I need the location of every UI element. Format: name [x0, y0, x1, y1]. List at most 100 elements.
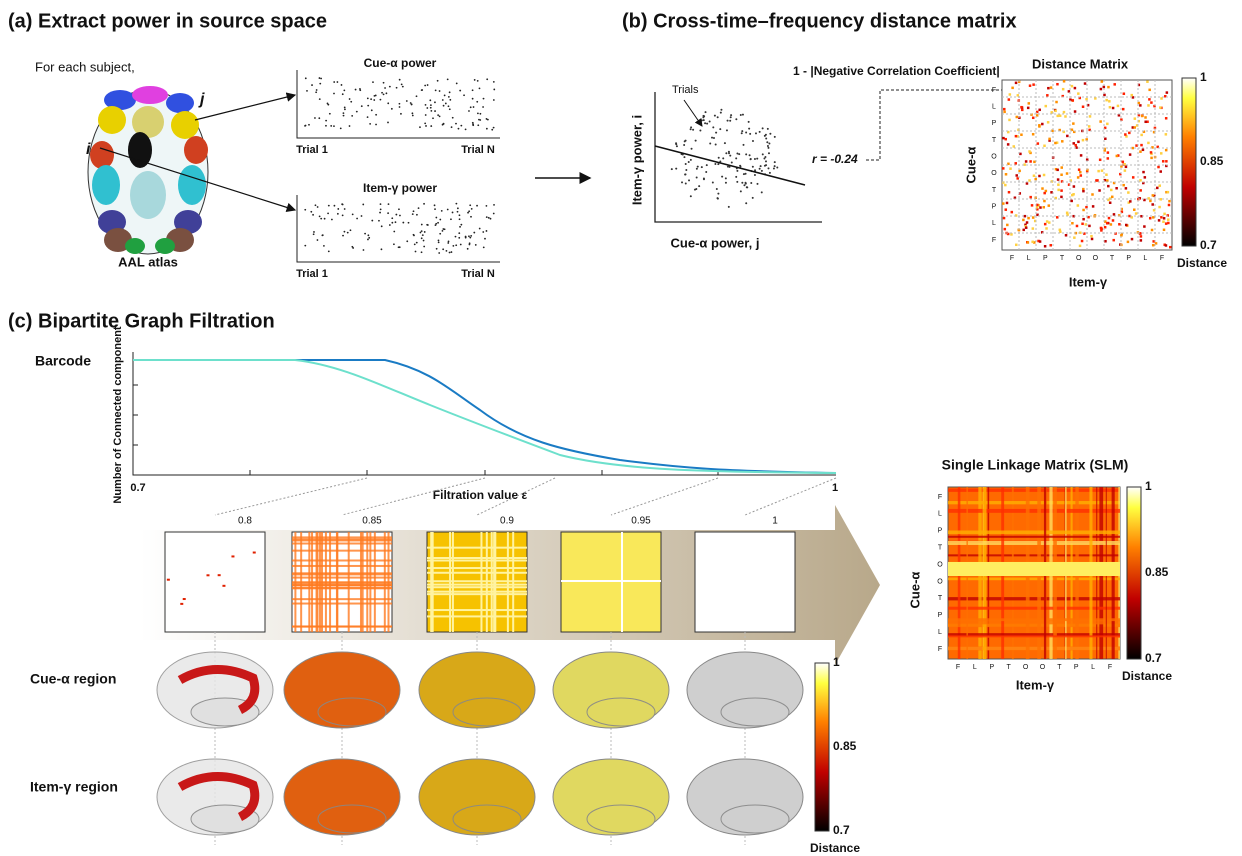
matrix-cell [1133, 208, 1136, 211]
trial-dot [701, 119, 703, 121]
trial-dot [468, 110, 470, 112]
matrix-cell [1100, 88, 1103, 91]
trial-dot [735, 118, 737, 120]
trial-dot [463, 94, 465, 96]
trial-dot [728, 206, 730, 208]
matrix-cell [1019, 153, 1022, 156]
trial-dot [391, 217, 393, 219]
matrix-cell [1002, 167, 1005, 170]
trial-dot [478, 119, 480, 121]
axis-title: Item-γ [1069, 274, 1108, 289]
region-tick: T [938, 545, 943, 552]
trial-dot [426, 107, 428, 109]
trial-dot [712, 182, 714, 184]
trial-dot [486, 230, 488, 232]
trial-dot [374, 95, 376, 97]
trial-dot [476, 205, 478, 207]
matrix-stripe [948, 541, 1120, 545]
trial-dot [423, 246, 425, 248]
trial-dot [434, 204, 436, 206]
matrix-cell [1059, 114, 1062, 117]
matrix-cell [1118, 223, 1121, 226]
trial-dot [399, 215, 401, 217]
matrix-cell [1050, 86, 1053, 89]
arrow [195, 95, 295, 120]
matrix-cell [1151, 229, 1154, 232]
x-tick: 0.7 [130, 482, 145, 494]
matrix-cell [1057, 178, 1060, 181]
trial-dot [415, 251, 417, 253]
trial-dot [766, 141, 768, 143]
trial-dot [470, 106, 472, 108]
matrix-cell [222, 585, 225, 587]
matrix-cell [1163, 217, 1166, 220]
trial-dot [472, 89, 474, 91]
matrix-cell [1129, 200, 1132, 203]
trial-dot [442, 230, 444, 232]
matrix-cell [1160, 97, 1163, 100]
matrix-cell [167, 579, 170, 581]
matrix-cell [183, 598, 186, 600]
matrix-stripe [427, 593, 527, 595]
matrix-cell [1106, 123, 1109, 126]
trial-dot [333, 93, 335, 95]
trial-dot [774, 136, 776, 138]
matrix-cell [1074, 110, 1077, 113]
matrix-stripe [292, 603, 392, 605]
trial-dot [319, 77, 321, 79]
matrix-cell [1073, 236, 1076, 239]
trial-dot [425, 104, 427, 106]
trial-dot [448, 105, 450, 107]
trial-dot [459, 214, 461, 216]
matrix-cell [1131, 94, 1134, 97]
axis-title: Item-γ [1016, 677, 1055, 692]
region-tick: P [938, 528, 943, 535]
matrix-cell [1105, 99, 1108, 102]
matrix-cell [1033, 161, 1036, 164]
matrix-cell [1160, 152, 1163, 155]
matrix-cell [1077, 176, 1080, 179]
trial-dot [768, 152, 770, 154]
trial-dot [363, 249, 365, 251]
matrix-cell [1135, 144, 1138, 147]
trial-dot [449, 91, 451, 93]
matrix-cell [1100, 229, 1103, 232]
matrix-cell [1139, 104, 1142, 107]
brain-lobe [587, 805, 655, 833]
axis-label: Trial 1 [296, 144, 328, 156]
trial-dot [350, 229, 352, 231]
trial-dot [705, 171, 707, 173]
matrix-cell [1110, 189, 1113, 192]
colorbar-tick: 1 [1145, 479, 1152, 493]
trial-dot [389, 86, 391, 88]
matrix-stripe [427, 615, 527, 617]
trial-dot [474, 79, 476, 81]
matrix-cell [1003, 111, 1006, 114]
matrix-cell [1165, 117, 1168, 120]
trial-dot [337, 213, 339, 215]
trial-dot [469, 204, 471, 206]
dotted-guide [745, 478, 836, 515]
matrix-cell [1106, 222, 1109, 225]
matrix-cell [1073, 185, 1076, 188]
matrix-cell [1008, 191, 1011, 194]
matrix-cell [1003, 108, 1006, 111]
matrix-cell [1169, 246, 1172, 249]
trial-dot [741, 182, 743, 184]
trial-dot [424, 85, 426, 87]
axis-title: Cue-α [963, 147, 978, 184]
trial-dot [740, 114, 742, 116]
trial-dot [671, 168, 673, 170]
trial-dot [470, 216, 472, 218]
matrix-cell [1162, 220, 1165, 223]
trial-dot [337, 208, 339, 210]
region-tick: F [938, 494, 942, 501]
threshold-label: 0.9 [500, 516, 514, 527]
region-tick: P [992, 204, 997, 211]
trial-dot [473, 232, 475, 234]
trial-dot [685, 140, 687, 142]
trial-dot [685, 182, 687, 184]
trial-dot [380, 209, 382, 211]
trial-dot [435, 89, 437, 91]
matrix-cell [1050, 191, 1053, 194]
